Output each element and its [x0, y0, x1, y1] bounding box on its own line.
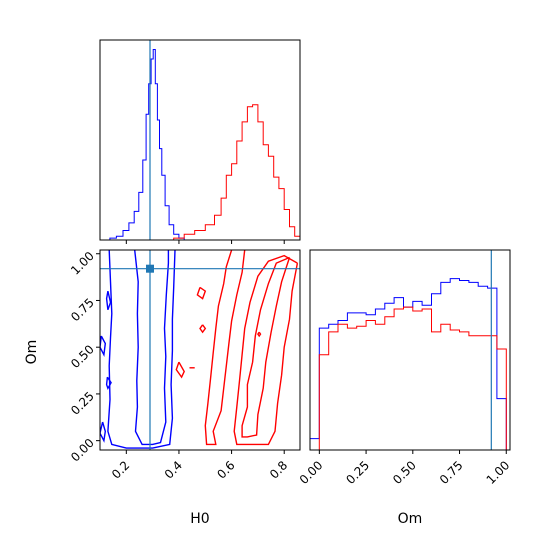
- scatter-y-tick-label-3: 0.75: [68, 296, 97, 325]
- om-histogram-frame: [309, 249, 511, 451]
- contour-series-0-level-0: [134, 250, 170, 446]
- om-hist-x-tick-label-0: 0.00: [297, 458, 326, 487]
- om-histogram-series-0: [310, 278, 507, 450]
- scatter-x-tick-label-3: 0.8: [267, 458, 290, 481]
- contour-series-0-island-1: [100, 421, 107, 443]
- h0-histogram-frame: [99, 39, 301, 241]
- x-axis-label-h0: H0: [190, 511, 209, 527]
- scatter-y-tick-label-1: 0.25: [68, 389, 97, 418]
- scatter-y-tick-label-4: 1.00: [68, 249, 97, 278]
- contour-series-1-island-1: [175, 361, 185, 379]
- truth-marker: [146, 264, 154, 273]
- contour-series-1-island-4: [257, 331, 262, 338]
- contour-series-1-island-0: [204, 250, 246, 446]
- om-hist-x-tick-label-4: 1.00: [484, 458, 513, 487]
- h0-histogram-series-0: [109, 49, 185, 240]
- scatter-y-tick-label-0: 0.00: [68, 436, 97, 465]
- contour-series-0-island-0: [100, 335, 107, 358]
- contour-series-0-island-2: [105, 290, 112, 311]
- om-hist-x-tick-label-3: 0.75: [437, 458, 466, 487]
- x-axis-label-om: Om: [398, 511, 423, 527]
- om-histogram-panel: 0.00 0.25 0.50 0.75 1.00: [297, 249, 513, 487]
- scatter-x-tick-label-2: 0.6: [214, 458, 237, 481]
- h0-histogram-panel: [99, 39, 301, 244]
- contour-series-0-level-1: [107, 250, 176, 449]
- contour-series-1-island-3: [199, 324, 207, 334]
- contour-panel-frame: [99, 249, 301, 451]
- om-hist-x-tick-label-2: 0.50: [390, 458, 419, 487]
- contour-series-1-level-1: [233, 254, 299, 446]
- contour-series-0-island-3: [105, 376, 112, 390]
- contour-series-1-island-2: [196, 286, 207, 300]
- h0-om-contour-panel: 0.2 0.4 0.6 0.8 0.00 0.25 0.50 0.75 1.00: [68, 249, 301, 482]
- scatter-y-tick-label-2: 0.50: [68, 342, 97, 371]
- y-axis-label-om: Om: [24, 340, 40, 365]
- om-hist-x-tick-label-1: 0.25: [343, 458, 372, 487]
- scatter-x-tick-label-1: 0.4: [162, 458, 185, 481]
- contour-series-1-level-0: [241, 256, 291, 438]
- om-histogram-series-1: [318, 306, 507, 450]
- scatter-x-tick-label-0: 0.2: [109, 458, 132, 481]
- h0-histogram-series-1: [173, 104, 300, 240]
